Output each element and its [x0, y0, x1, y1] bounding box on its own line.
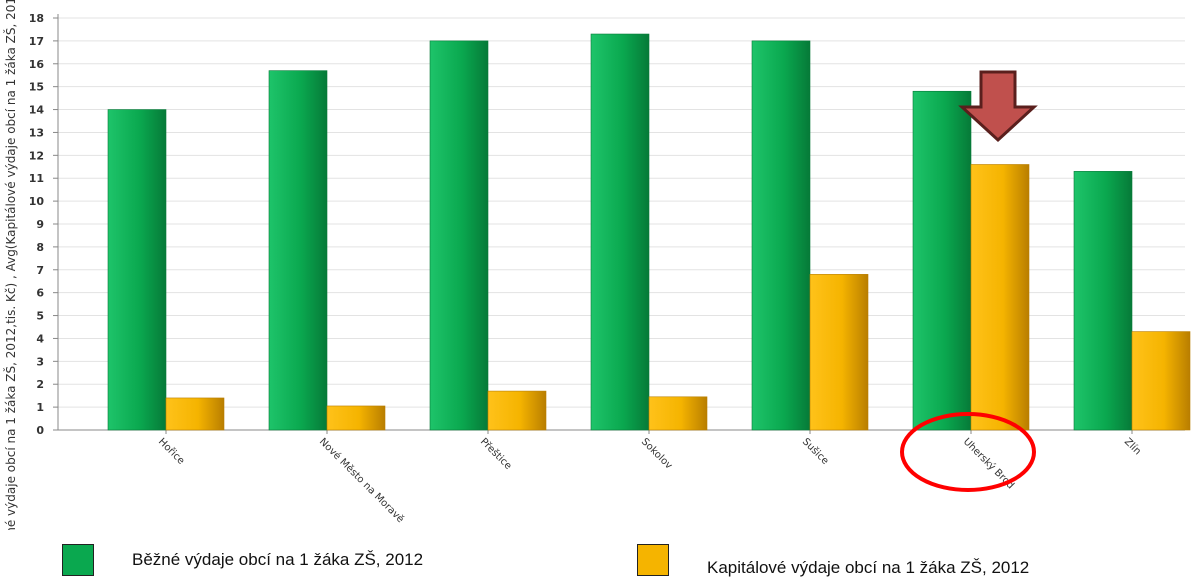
y-tick-label: 15: [29, 81, 44, 94]
bar-current-4: [751, 40, 811, 431]
bar-current-1: [268, 70, 328, 431]
x-category-label: Zlín: [1122, 436, 1144, 458]
y-tick-label: 5: [36, 310, 44, 323]
legend-item-series-1: Běžné výdaje obcí na 1 žáka ZŠ, 2012: [62, 544, 423, 576]
bar-capital-6: [1131, 331, 1191, 431]
y-tick-label: 16: [29, 58, 45, 71]
bars: [107, 33, 1191, 431]
highlight-ellipse: [900, 412, 1036, 492]
x-category-label: Sušice: [800, 436, 831, 467]
y-tick-label: 14: [29, 104, 45, 117]
y-tick-label: 13: [29, 126, 44, 139]
bar-capital-4: [809, 274, 869, 431]
annotations: [900, 70, 1038, 492]
bar-current-6: [1073, 171, 1133, 431]
y-tick-label: 2: [36, 378, 44, 391]
bar-capital-5: [970, 164, 1030, 431]
legend-swatch-green: [62, 544, 94, 576]
x-category-label: Nové Město na Moravě: [317, 436, 407, 526]
y-tick-label: 9: [36, 218, 44, 231]
y-tick-label: 4: [36, 332, 44, 345]
x-category-label: Sokolov: [639, 436, 674, 471]
bar-current-5: [912, 90, 972, 431]
bar-current-0: [107, 109, 167, 431]
y-tick-label: 12: [29, 149, 44, 162]
legend-label: Kapitálové výdaje obcí na 1 žáka ZŠ, 201…: [707, 558, 1030, 577]
bar-current-3: [590, 33, 650, 431]
y-tick-label: 17: [29, 35, 44, 48]
x-category-label: Přeštice: [478, 436, 514, 472]
bar-capital-2: [487, 390, 547, 431]
y-tick-label: 1: [36, 401, 44, 414]
y-tick-label: 8: [36, 241, 44, 254]
legend-swatch-orange: [637, 544, 669, 576]
bar-capital-3: [648, 396, 708, 431]
bar-capital-0: [165, 397, 225, 431]
y-tick-label: 18: [29, 12, 44, 25]
y-tick-label: 7: [36, 264, 44, 277]
legend-item-series-2: Kapitálové výdaje obcí na 1 žáka ZŠ, 201…: [637, 544, 1030, 577]
y-tick-label: 3: [36, 355, 44, 368]
x-category-label: Hořice: [156, 436, 187, 467]
y-tick-label: 6: [36, 287, 44, 300]
bar-current-2: [429, 40, 489, 431]
down-arrow-icon: [958, 70, 1038, 143]
legend-label: Běžné výdaje obcí na 1 žáka ZŠ, 2012: [132, 550, 424, 569]
y-tick-label: 11: [29, 172, 44, 185]
bar-capital-1: [326, 405, 386, 431]
y-tick-label: 0: [36, 424, 44, 437]
y-axis-label: Avg(Běžné výdaje obcí na 1 žáka ZŠ, 2012…: [3, 0, 18, 530]
y-tick-label: 10: [29, 195, 45, 208]
